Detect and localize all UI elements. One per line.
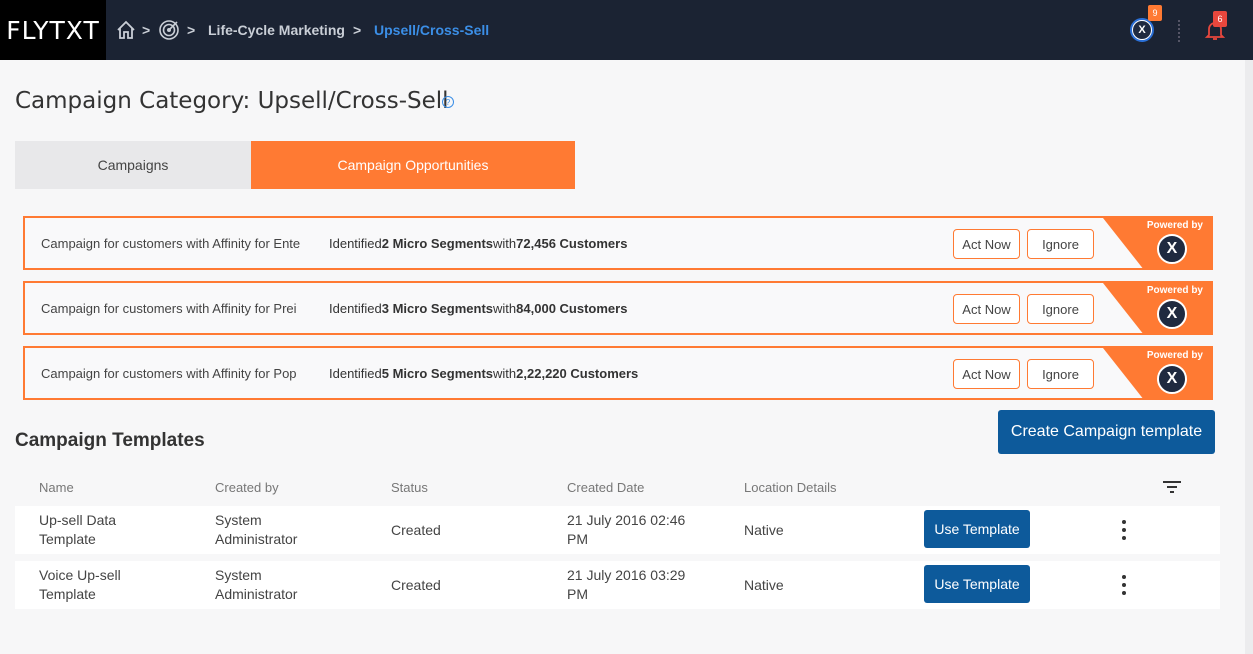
customers-count: 84,000 Customers bbox=[516, 300, 628, 316]
table-row: Voice Up-sell Template System Administrato… bbox=[15, 561, 1220, 609]
micro-segments-count: 5 Micro Segments bbox=[381, 365, 494, 381]
x-logo-icon: X bbox=[1133, 21, 1151, 39]
help-icon[interactable]: ? bbox=[442, 96, 454, 108]
identified-label: Identified bbox=[329, 235, 382, 251]
breadcrumb-separator: > bbox=[353, 22, 362, 38]
opportunity-description: Campaign for customers with Affinity for… bbox=[41, 300, 297, 316]
ignore-button[interactable]: Ignore bbox=[1027, 359, 1094, 389]
x-logo-icon: X bbox=[1157, 234, 1187, 264]
vertical-scrollbar[interactable] bbox=[1245, 60, 1253, 654]
opportunity-card: Campaign for customers with Affinity for… bbox=[23, 281, 1213, 335]
micro-segments-count: 3 Micro Segments bbox=[381, 300, 494, 316]
template-name: Up-sell Data Template bbox=[39, 512, 117, 547]
section-title: Campaign Templates bbox=[15, 430, 205, 451]
create-campaign-template-button[interactable]: Create Campaign template bbox=[998, 410, 1215, 454]
powered-by-label: Powered by bbox=[1146, 220, 1203, 231]
x-logo-icon: X bbox=[1157, 299, 1187, 329]
breadcrumb-current: Upsell/Cross-Sell bbox=[374, 22, 490, 38]
tab-campaigns[interactable]: Campaigns bbox=[15, 141, 251, 189]
target-icon[interactable] bbox=[158, 0, 180, 60]
opportunity-description: Campaign for customers with Affinity for… bbox=[41, 365, 297, 381]
opportunity-card: Campaign for customers with Affinity for… bbox=[23, 216, 1213, 270]
x-assistant-button[interactable]: X bbox=[1130, 18, 1154, 42]
template-created-by: System Administrator bbox=[215, 512, 298, 547]
customers-count: 72,456 Customers bbox=[516, 235, 628, 251]
more-options-icon[interactable] bbox=[1117, 520, 1131, 540]
ignore-button[interactable]: Ignore bbox=[1027, 294, 1094, 324]
column-header-created-by: Created by bbox=[215, 480, 279, 495]
column-header-name: Name bbox=[39, 480, 74, 495]
tab-campaign-opportunities[interactable]: Campaign Opportunities bbox=[251, 141, 575, 189]
powered-by-label: Powered by bbox=[1146, 285, 1203, 296]
opportunity-summary: Identified 5 Micro Segments with 2,22,22… bbox=[329, 348, 638, 398]
opportunity-summary: Identified 3 Micro Segments with 84,000 … bbox=[329, 283, 627, 333]
notification-badge: 6 bbox=[1213, 11, 1227, 27]
opportunity-summary: Identified 2 Micro Segments with 72,456 … bbox=[329, 218, 627, 268]
top-navigation-bar: FLYTXT > > Life-Cycle Marketing > Upsell… bbox=[0, 0, 1253, 60]
column-header-status: Status bbox=[391, 480, 428, 495]
breadcrumb-life-cycle-marketing[interactable]: Life-Cycle Marketing bbox=[208, 22, 345, 38]
flytxt-logo[interactable]: FLYTXT bbox=[0, 0, 106, 60]
template-created-date: 21 July 2016 02:46 PM bbox=[567, 512, 686, 547]
use-template-button[interactable]: Use Template bbox=[924, 565, 1030, 603]
micro-segments-count: 2 Micro Segments bbox=[381, 235, 494, 251]
template-created-by: System Administrator bbox=[215, 567, 298, 602]
ignore-button[interactable]: Ignore bbox=[1027, 229, 1094, 259]
column-header-location-details: Location Details bbox=[744, 480, 837, 495]
divider bbox=[1178, 20, 1180, 42]
template-status: Created bbox=[391, 521, 441, 538]
x-notification-badge: 9 bbox=[1148, 5, 1162, 21]
with-label: with bbox=[493, 365, 517, 381]
home-icon[interactable] bbox=[115, 0, 137, 60]
use-template-button[interactable]: Use Template bbox=[924, 510, 1030, 548]
powered-by-label: Powered by bbox=[1146, 350, 1203, 361]
template-location: Native bbox=[744, 521, 784, 538]
identified-label: Identified bbox=[329, 365, 382, 381]
customers-count: 2,22,220 Customers bbox=[516, 365, 639, 381]
more-options-icon[interactable] bbox=[1117, 575, 1131, 595]
column-header-created-date: Created Date bbox=[567, 480, 645, 495]
table-row: Up-sell Data Template System Administrator… bbox=[15, 506, 1220, 554]
opportunity-description: Campaign for customers with Affinity for… bbox=[41, 235, 301, 251]
with-label: with bbox=[493, 235, 517, 251]
identified-label: Identified bbox=[329, 300, 382, 316]
act-now-button[interactable]: Act Now bbox=[953, 294, 1020, 324]
opportunity-card: Campaign for customers with Affinity for… bbox=[23, 346, 1213, 400]
act-now-button[interactable]: Act Now bbox=[953, 359, 1020, 389]
act-now-button[interactable]: Act Now bbox=[953, 229, 1020, 259]
with-label: with bbox=[493, 300, 517, 316]
template-location: Native bbox=[744, 576, 784, 593]
template-status: Created bbox=[391, 576, 441, 593]
filter-icon[interactable] bbox=[1162, 479, 1182, 500]
template-name: Voice Up-sell Template bbox=[39, 567, 121, 602]
breadcrumb-separator: > bbox=[187, 22, 196, 38]
page-title: Campaign Category: Upsell/Cross-Sell bbox=[15, 88, 449, 114]
x-logo-icon: X bbox=[1157, 364, 1187, 394]
template-created-date: 21 July 2016 03:29 PM bbox=[567, 567, 686, 602]
breadcrumb-separator: > bbox=[142, 22, 151, 38]
